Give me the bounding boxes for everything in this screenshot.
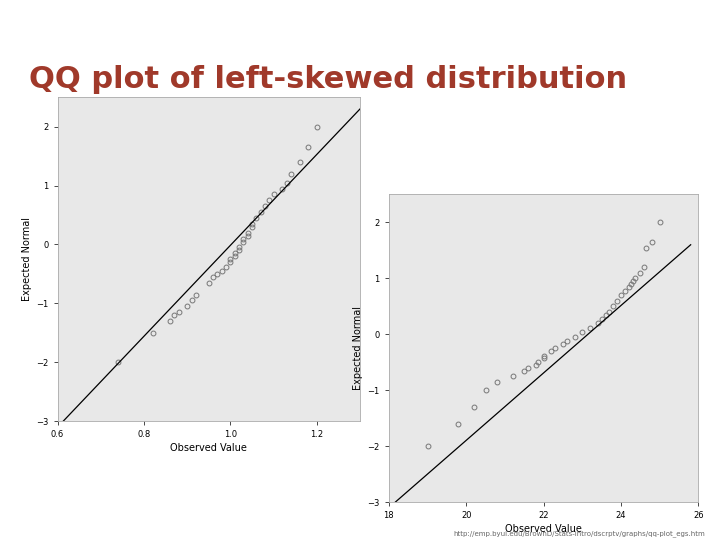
X-axis label: Observed Value: Observed Value xyxy=(171,443,247,454)
Y-axis label: Expected Normal: Expected Normal xyxy=(354,306,363,390)
Text: http://emp.byui.edu/BrownD/Stats-intro/dscrptv/graphs/qq-plot_egs.htm: http://emp.byui.edu/BrownD/Stats-intro/d… xyxy=(454,530,706,537)
Y-axis label: Expected Normal: Expected Normal xyxy=(22,217,32,301)
X-axis label: Observed Value: Observed Value xyxy=(505,524,582,535)
Text: QQ plot of left-skewed distribution: QQ plot of left-skewed distribution xyxy=(29,65,627,94)
